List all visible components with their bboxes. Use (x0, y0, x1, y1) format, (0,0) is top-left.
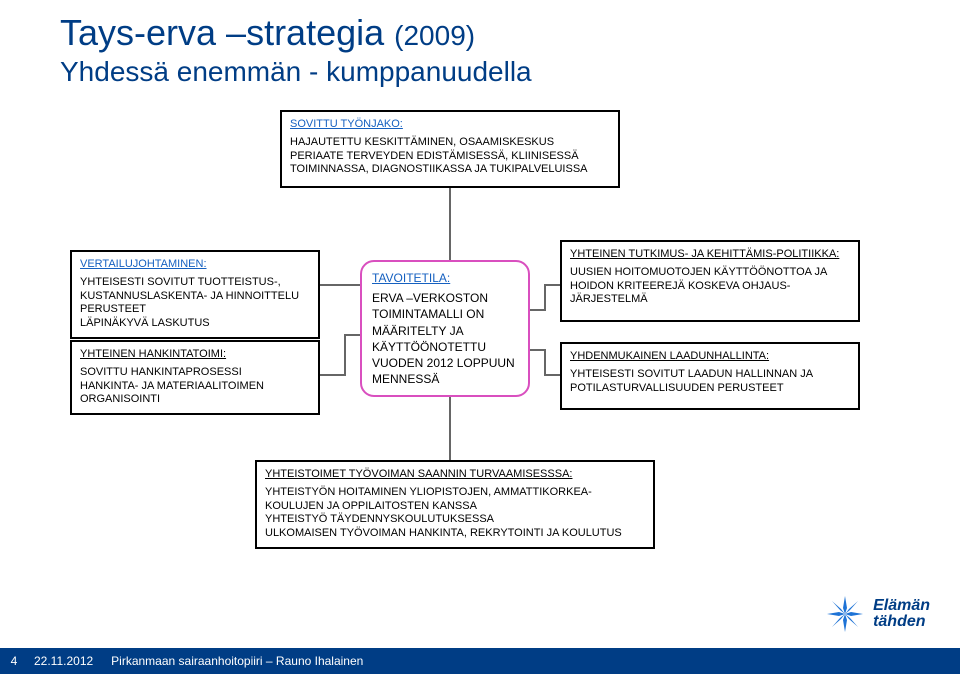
logo-text-2: tähden (873, 613, 925, 630)
box-body: YHTEISESTI SOVITUT TUOTTEISTUS-, KUSTANN… (80, 276, 310, 331)
diagram: SOVITTU TYÖNJAKO: HAJAUTETTU KESKITTÄMIN… (0, 110, 960, 570)
box-header: YHTEINEN TUTKIMUS- JA KEHITTÄMIS-POLITII… (570, 248, 850, 262)
title-year: (2009) (394, 20, 475, 51)
box-tutkimus-kehittamis: YHTEINEN TUTKIMUS- JA KEHITTÄMIS-POLITII… (560, 240, 860, 322)
footer-bar: 4 22.11.2012 Pirkanmaan sairaanhoitopiir… (0, 648, 960, 674)
box-body: YHTEISESTI SOVITUT LAADUN HALLINNAN JA P… (570, 368, 850, 396)
box-sovittu-tyonjako: SOVITTU TYÖNJAKO: HAJAUTETTU KESKITTÄMIN… (280, 110, 620, 188)
box-tyovoiman-saannin: YHTEISTOIMET TYÖVOIMAN SAANNIN TURVAAMIS… (255, 460, 655, 549)
box-header: SOVITTU TYÖNJAKO: (290, 118, 610, 132)
box-body: YHTEISTYÖN HOITAMINEN YLIOPISTOJEN, AMMA… (265, 486, 645, 541)
box-body: ERVA –VERKOSTON TOIMINTAMALLI ON MÄÄRITE… (372, 290, 518, 387)
box-header: YHTEINEN HANKINTATOIMI: (80, 348, 310, 362)
box-hankintatoimi: YHTEINEN HANKINTATOIMI: SOVITTU HANKINTA… (70, 340, 320, 415)
box-body: HAJAUTETTU KESKITTÄMINEN, OSAAMISKESKUS … (290, 136, 610, 177)
box-body: UUSIEN HOITOMUOTOJEN KÄYTTÖÖNOTTOA JA HO… (570, 266, 850, 307)
slide: Tays-erva –strategia (2009) Yhdessä enem… (0, 0, 960, 674)
box-body: SOVITTU HANKINTAPROSESSI HANKINTA- JA MA… (80, 366, 310, 407)
logo-text-1: Elämän (873, 597, 930, 614)
page-number: 4 (0, 654, 28, 668)
title-line: Tays-erva –strategia (2009) (60, 12, 532, 54)
box-header: VERTAILUJOHTAMINEN: (80, 258, 310, 272)
logo-text: Elämän tähden (873, 598, 930, 630)
box-tavoitetila: TAVOITETILA: ERVA –VERKOSTON TOIMINTAMAL… (360, 260, 530, 397)
box-header: TAVOITETILA: (372, 270, 518, 286)
snowflake-icon (825, 594, 865, 634)
subtitle: Yhdessä enemmän - kumppanuudella (60, 56, 532, 88)
title-block: Tays-erva –strategia (2009) Yhdessä enem… (60, 12, 532, 88)
box-header: YHDENMUKAINEN LAADUNHALLINTA: (570, 350, 850, 364)
box-laadunhallinta: YHDENMUKAINEN LAADUNHALLINTA: YHTEISESTI… (560, 342, 860, 410)
footer-date: 22.11.2012 (34, 654, 93, 668)
box-header: YHTEISTOIMET TYÖVOIMAN SAANNIN TURVAAMIS… (265, 468, 645, 482)
title-main: Tays-erva –strategia (60, 12, 394, 53)
footer-org: Pirkanmaan sairaanhoitopiiri – Rauno Iha… (111, 654, 363, 668)
box-vertailujohtaminen: VERTAILUJOHTAMINEN: YHTEISESTI SOVITUT T… (70, 250, 320, 339)
logo: Elämän tähden (825, 594, 930, 634)
